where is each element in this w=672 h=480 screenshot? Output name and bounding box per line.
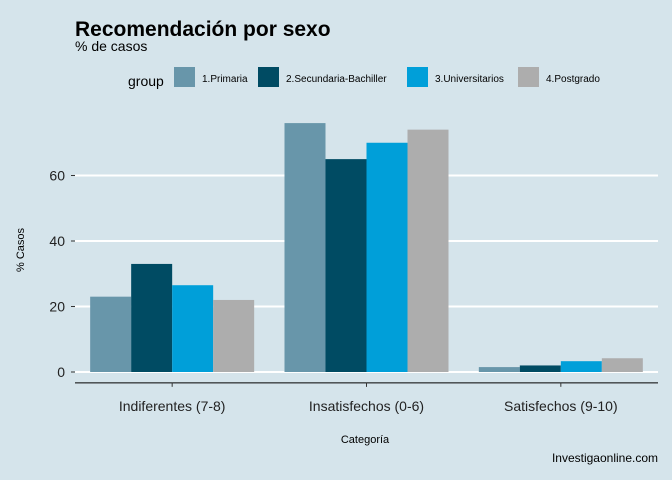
chart-subtitle: % de casos [75, 38, 147, 54]
bar-2-4 [407, 129, 449, 372]
bar-2-2 [325, 159, 367, 372]
x-axis-title: Categoría [341, 434, 390, 446]
y-tick-label-20: 20 [49, 299, 65, 315]
legend-label-3: 3.Universitarios [435, 74, 504, 85]
legend-label-2: 2.Secundaria-Bachiller [286, 74, 387, 85]
x-tick-label-2: Insatisfechos (0-6) [309, 398, 424, 414]
y-tick-label-0: 0 [57, 364, 65, 380]
y-axis-title: % Casos [15, 227, 27, 272]
y-axis: 0 20 40 60 [49, 168, 75, 380]
legend-swatch-4 [518, 67, 539, 87]
bar-2-1 [284, 123, 326, 372]
chart-title: Recomendación por sexo [75, 18, 331, 41]
bar-1-2 [131, 263, 173, 372]
x-tick-label-1: Indiferentes (7-8) [119, 398, 226, 414]
bar-3-2 [519, 365, 561, 372]
bars [90, 123, 643, 372]
legend-label-4: 4.Postgrado [546, 74, 600, 85]
y-tick-label-40: 40 [49, 233, 65, 249]
legend-title: group [128, 73, 164, 89]
y-tick-label-60: 60 [49, 168, 65, 184]
legend: group 1.Primaria 2.Secundaria-Bachiller 3.… [128, 67, 600, 89]
legend-swatch-2 [258, 67, 279, 87]
x-axis: Indiferentes (7-8) Insatisfechos (0-6) Sat… [75, 382, 658, 414]
bar-1-4 [213, 299, 255, 372]
legend-swatch-3 [407, 67, 428, 87]
bar-2-3 [366, 142, 408, 372]
legend-label-1: 1.Primaria [202, 74, 248, 85]
bar-3-4 [601, 358, 643, 372]
bar-3-1 [478, 367, 520, 372]
bar-1-1 [90, 296, 132, 372]
caption: Investigaonline.com [552, 451, 658, 465]
bar-3-3 [560, 361, 602, 372]
legend-swatch-1 [174, 67, 195, 87]
x-tick-label-3: Satisfechos (9-10) [504, 398, 618, 414]
bar-1-3 [172, 285, 214, 372]
